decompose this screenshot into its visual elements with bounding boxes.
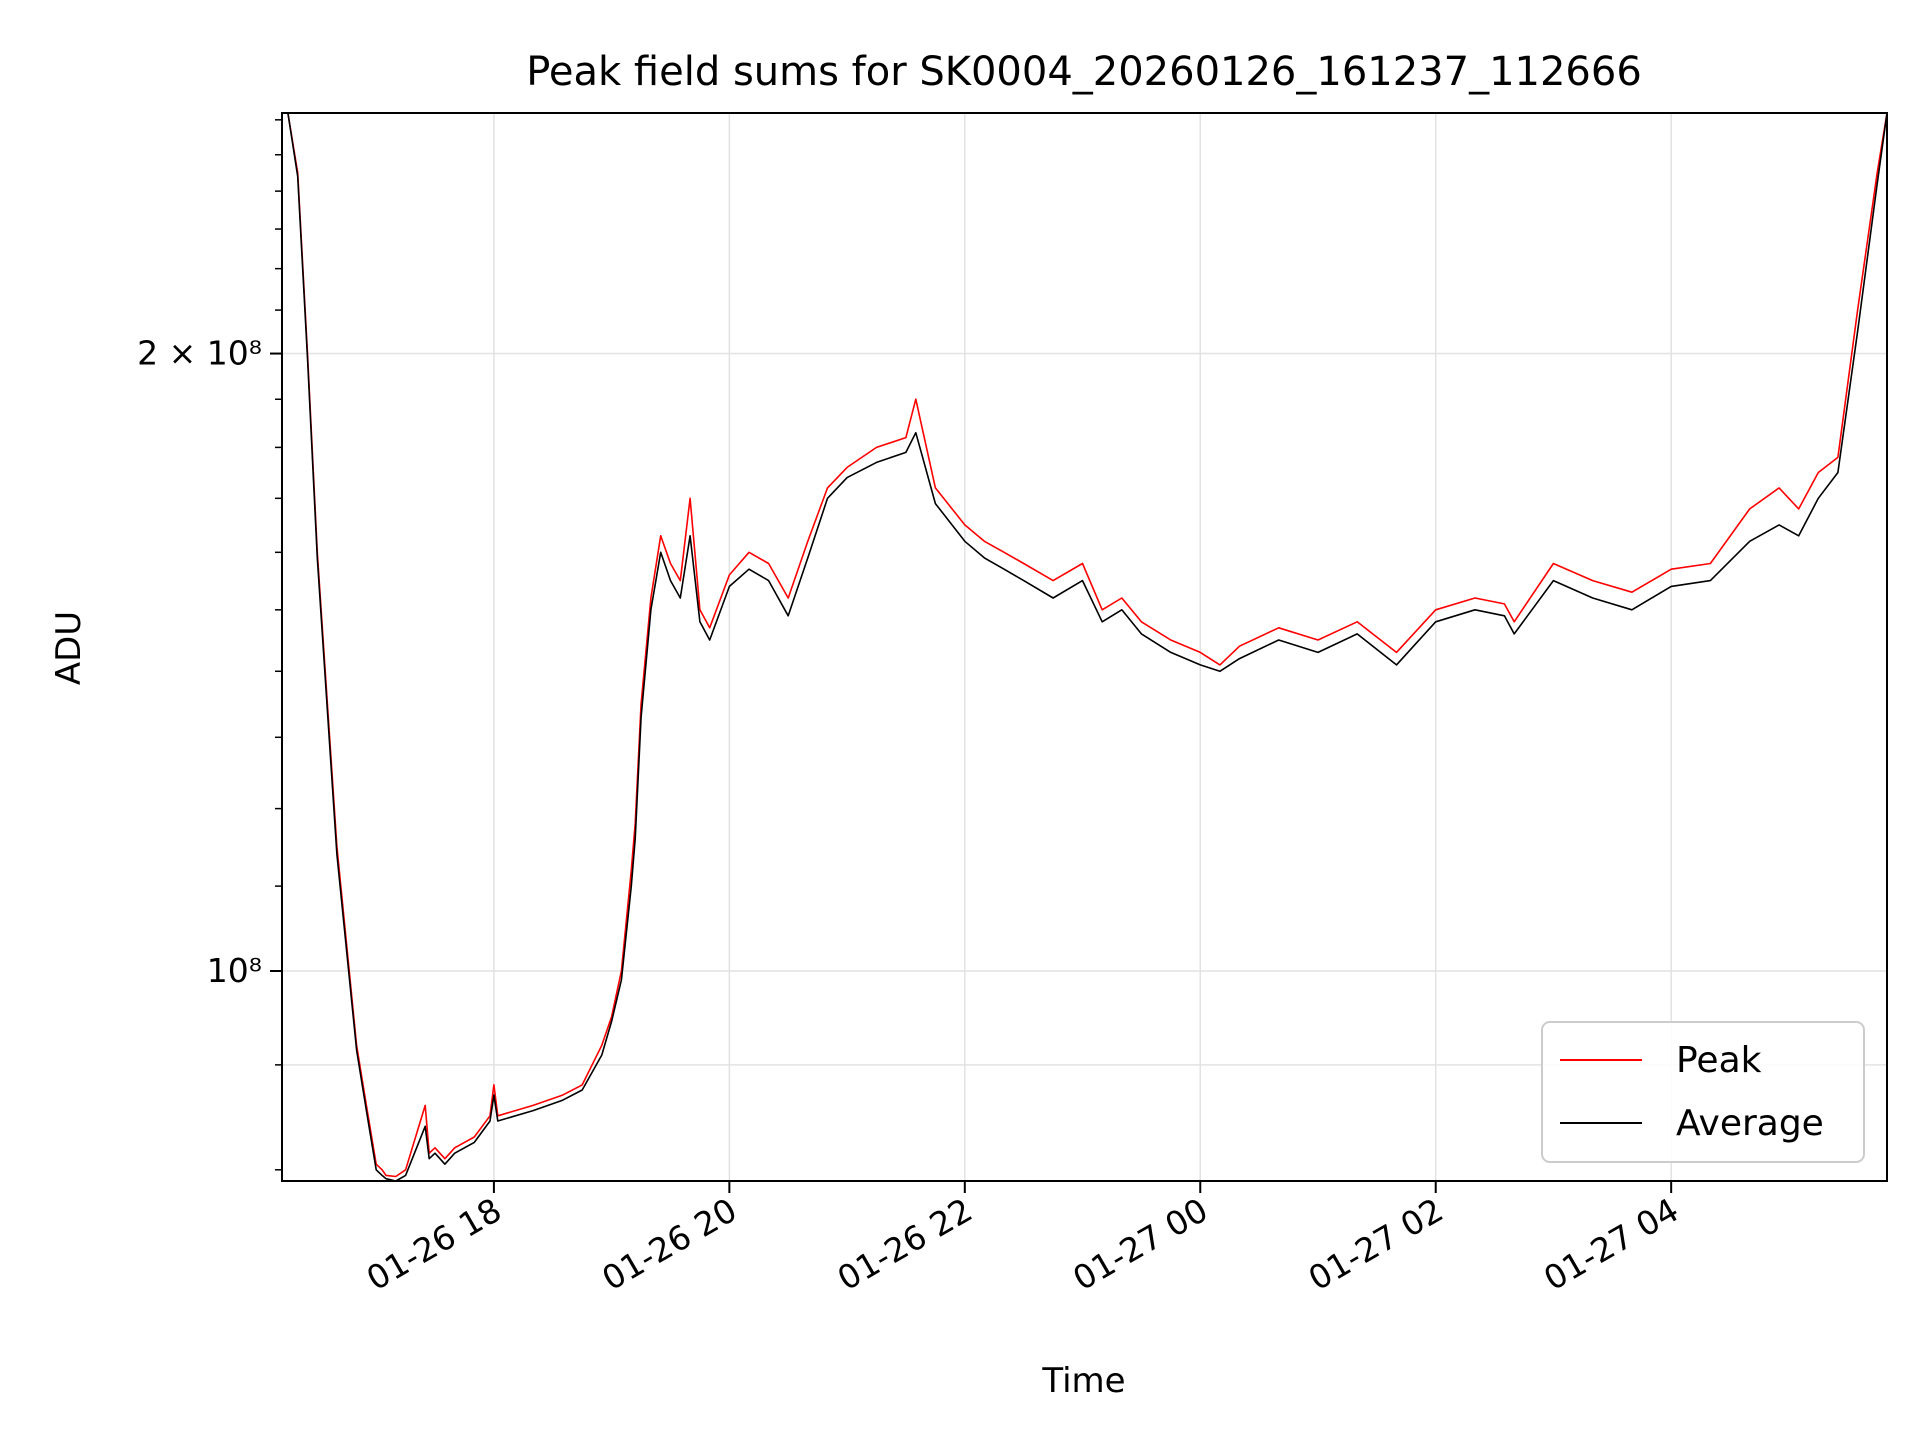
y-tick-label: 10⁸ [207,951,262,990]
y-tick-label: 2 × 10⁸ [137,334,262,373]
series-line-average [282,112,1888,1182]
plot-frame [281,112,1888,1182]
series-line-peak [282,112,1888,1178]
series-lines [282,112,1888,1182]
legend: Peak Average [1541,1021,1865,1163]
y-axis-label: ADU [49,611,89,685]
legend-label-average: Average [1676,1103,1824,1144]
legend-label-peak: Peak [1676,1040,1762,1081]
x-axis-label: Time [1041,1361,1125,1401]
chart-title: Peak field sums for SK0004_20260126_1612… [526,49,1642,95]
legend-box [1541,1021,1865,1163]
